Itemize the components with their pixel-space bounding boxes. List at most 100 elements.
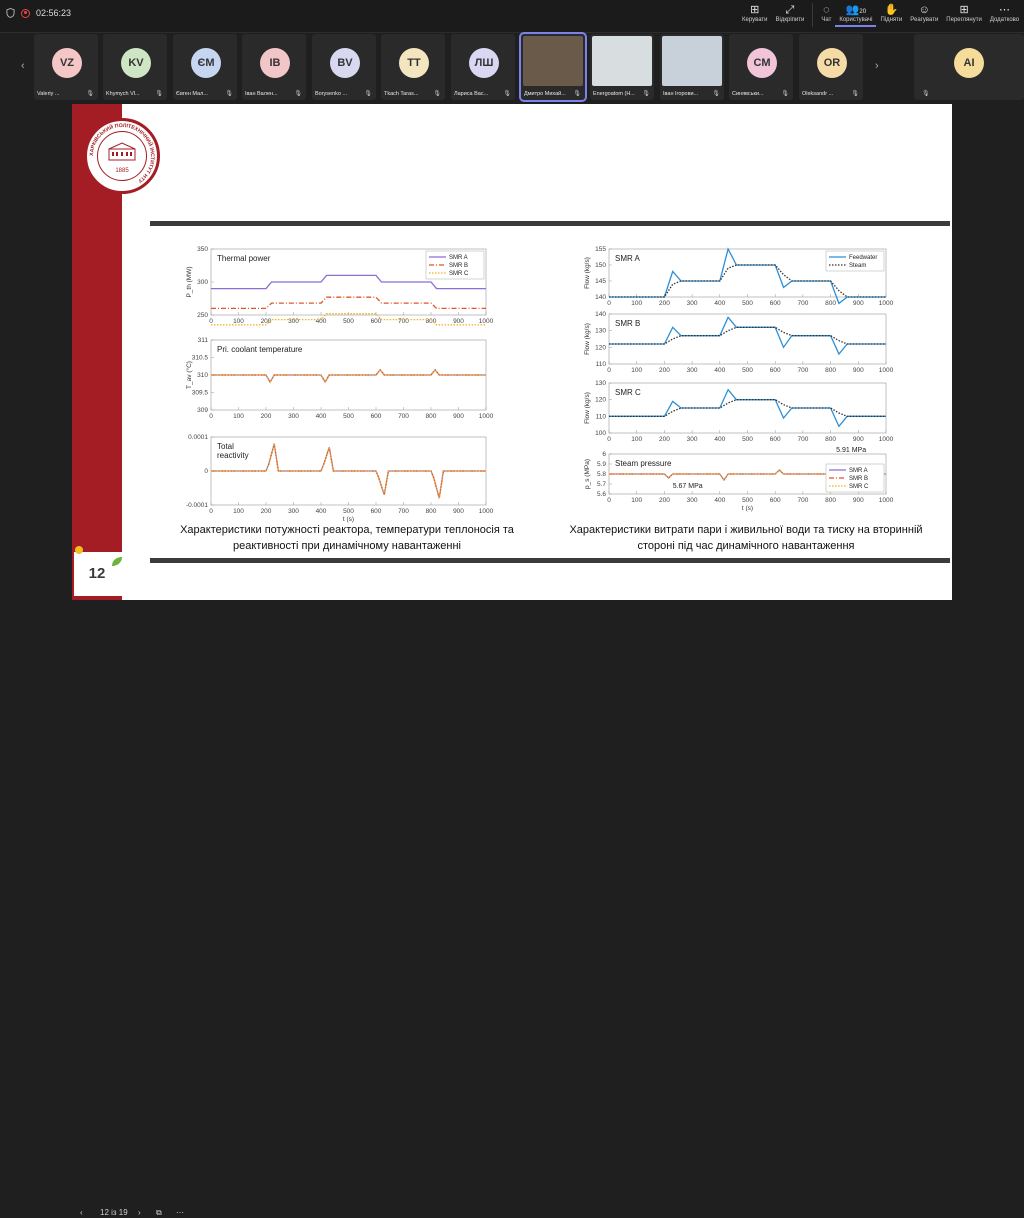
react-button[interactable]: ☺ Реагувати bbox=[910, 4, 939, 23]
next-slide-icon[interactable]: › bbox=[138, 1208, 141, 1217]
page-indicator: 12 із 19 bbox=[100, 1208, 128, 1217]
x-tick-label: 1000 bbox=[879, 300, 894, 307]
unpin-button[interactable]: ⤢ Відкріпити bbox=[775, 4, 805, 23]
series-line bbox=[609, 264, 886, 298]
view-icon: ⊞ bbox=[959, 4, 969, 16]
x-tick-label: 0 bbox=[607, 300, 611, 307]
x-tick-label: 100 bbox=[631, 436, 642, 443]
x-tick-label: 200 bbox=[659, 497, 670, 504]
people-icon: 👥20 bbox=[845, 4, 867, 16]
participant-tile[interactable]: ЄМ Євген Мал... 🎙 bbox=[173, 34, 237, 100]
participant-tile[interactable]: BV Borysenko ... 🎙 bbox=[312, 34, 376, 100]
chart-panel: 309 309.5 310 310.5 311 0 100 200 300 400 500 600 70… bbox=[185, 337, 494, 420]
mic-muted-icon: 🎙 bbox=[642, 91, 650, 97]
x-tick-label: 500 bbox=[742, 300, 753, 307]
y-tick-label: 350 bbox=[197, 246, 208, 253]
x-tick-label: 500 bbox=[742, 367, 753, 374]
mic-muted-icon: 🎙 bbox=[712, 91, 720, 97]
participant-tile[interactable]: KV Khymych Vl... 🎙 bbox=[103, 34, 167, 100]
x-tick-label: 400 bbox=[714, 300, 725, 307]
x-tick-label: 300 bbox=[687, 497, 698, 504]
series-line bbox=[609, 326, 886, 345]
avatar: OR bbox=[817, 48, 847, 78]
manage-button[interactable]: ⊞ Керувати bbox=[742, 4, 768, 23]
x-tick-label: 800 bbox=[426, 508, 437, 515]
previous-slide-icon[interactable]: ‹ bbox=[80, 1208, 83, 1217]
x-tick-label: 800 bbox=[426, 413, 437, 420]
slide-top-rule bbox=[150, 221, 950, 226]
participant-tile[interactable]: Іван Ігорови... 🎙 bbox=[660, 34, 724, 100]
plot-frame bbox=[608, 313, 887, 365]
more-options-icon[interactable]: ⋯ bbox=[176, 1208, 184, 1217]
mic-muted-icon: 🎙 bbox=[294, 91, 302, 97]
series-line bbox=[211, 313, 486, 326]
x-tick-label: 400 bbox=[316, 413, 327, 420]
chat-button[interactable]: ◌ Чат bbox=[821, 4, 832, 23]
x-tick-label: 200 bbox=[261, 413, 272, 420]
participant-tile[interactable]: VZ Valeriy ... 🎙 bbox=[34, 34, 98, 100]
x-tick-label: 100 bbox=[631, 497, 642, 504]
x-tick-label: 600 bbox=[371, 508, 382, 515]
panel-title: SMR C bbox=[615, 388, 641, 397]
mic-muted-icon: 🎙 bbox=[922, 91, 930, 97]
slide-overview-icon[interactable]: ⧉ bbox=[156, 1208, 162, 1217]
chat-icon: ◌ bbox=[823, 4, 830, 16]
participant-name: Євген Мал... bbox=[176, 91, 208, 97]
chevron-right-icon[interactable]: › bbox=[875, 60, 879, 72]
participant-video bbox=[592, 36, 652, 86]
participant-name: Синявськи... bbox=[732, 91, 764, 97]
participant-tile[interactable]: OR Oleksandr ... 🎙 bbox=[799, 34, 863, 100]
x-tick-label: 1000 bbox=[879, 367, 894, 374]
people-button[interactable]: 👥20 Користувачі bbox=[835, 3, 877, 27]
participant-video bbox=[523, 36, 583, 86]
recording-icon bbox=[21, 8, 30, 18]
y-axis-label: p_s (MPa) bbox=[584, 459, 591, 489]
y-tick-label: 310 bbox=[197, 372, 208, 379]
series-line bbox=[211, 274, 486, 290]
annotation-label: 5.91 MPa bbox=[836, 447, 866, 454]
mic-muted-icon: 🎙 bbox=[851, 91, 859, 97]
decorative-dot bbox=[75, 546, 83, 554]
y-tick-label: -0.0001 bbox=[186, 502, 208, 509]
y-tick-label: 5.8 bbox=[597, 471, 606, 478]
left-caption-line-1: Характеристики потужності реактора, темп… bbox=[180, 524, 514, 536]
participant-name: Oleksandr ... bbox=[802, 91, 834, 97]
participant-name: Лариса Вас... bbox=[454, 91, 489, 97]
x-tick-label: 900 bbox=[453, 318, 464, 325]
x-tick-label: 700 bbox=[797, 497, 808, 504]
x-tick-label: 900 bbox=[853, 300, 864, 307]
timer-text: 02:56:23 bbox=[36, 8, 72, 18]
y-axis-label: Flow (kg/s) bbox=[584, 392, 591, 424]
view-button[interactable]: ⊞ Переглянути bbox=[946, 4, 982, 23]
participant-tile[interactable]: IB Іван Вален... 🎙 bbox=[242, 34, 306, 100]
participant-tile[interactable]: СМ Синявськи... 🎙 bbox=[729, 34, 793, 100]
participant-tile[interactable]: ЛШ Лариса Вас... 🎙 bbox=[451, 34, 515, 100]
x-tick-label: 1000 bbox=[879, 497, 894, 504]
x-tick-label: 0 bbox=[209, 413, 213, 420]
panel-title: SMR B bbox=[615, 319, 640, 328]
x-tick-label: 1000 bbox=[479, 508, 494, 515]
participant-tile[interactable]: Energoatom (H... 🎙 bbox=[590, 34, 654, 100]
participant-tile[interactable]: Дмитро Михай... 🎙 bbox=[519, 32, 587, 102]
logo-year: 1885 bbox=[115, 168, 129, 174]
chevron-left-icon[interactable]: ‹ bbox=[21, 60, 25, 72]
x-tick-label: 600 bbox=[371, 413, 382, 420]
raise-hand-button[interactable]: ✋ Підняти bbox=[880, 4, 903, 23]
manage-icon: ⊞ bbox=[750, 4, 760, 16]
participant-tile[interactable]: AI 🎙 bbox=[914, 34, 1024, 100]
annotation-label: 5.67 MPa bbox=[673, 483, 703, 490]
x-tick-label: 100 bbox=[233, 413, 244, 420]
y-tick-label: 310.5 bbox=[192, 355, 209, 362]
x-tick-label: 300 bbox=[687, 300, 698, 307]
participant-name: Іван Вален... bbox=[245, 91, 278, 97]
x-tick-label: 600 bbox=[770, 367, 781, 374]
more-button[interactable]: ⋯ Додатково bbox=[989, 4, 1020, 23]
avatar: IB bbox=[260, 48, 290, 78]
raise-hand-icon: ✋ bbox=[884, 4, 899, 16]
x-tick-label: 500 bbox=[742, 497, 753, 504]
logo-inner-ring bbox=[97, 131, 147, 181]
series-line bbox=[211, 443, 486, 499]
avatar: VZ bbox=[52, 48, 82, 78]
x-tick-label: 800 bbox=[825, 367, 836, 374]
participant-tile[interactable]: TT Tkach Taras... 🎙 bbox=[381, 34, 445, 100]
